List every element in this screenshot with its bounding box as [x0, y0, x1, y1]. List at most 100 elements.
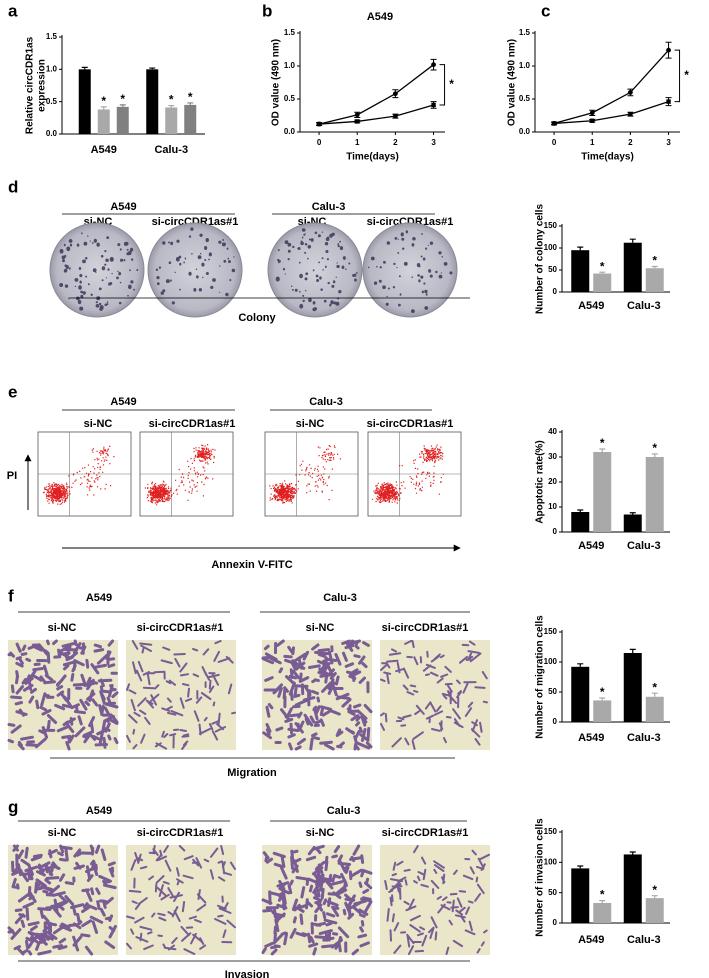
- stained-cells: [126, 845, 236, 955]
- y-tick-label: 0.5: [284, 94, 296, 103]
- y-tick-label: 0: [553, 918, 558, 927]
- x-tick-label: 0: [552, 138, 557, 147]
- x-tick-label: 1: [590, 138, 595, 147]
- significance-label: *: [188, 90, 193, 104]
- error-bar: [149, 67, 156, 70]
- error-bar: [119, 104, 126, 107]
- group-label: A549: [86, 592, 112, 604]
- bar: [593, 452, 612, 532]
- y-tick-label: 0.0: [519, 127, 531, 136]
- y-tick-label: 10: [548, 502, 557, 511]
- x-tick-label: 2: [628, 138, 633, 147]
- microscopy-image: [380, 640, 490, 750]
- condition-label: si-NC: [48, 622, 77, 634]
- y-tick-label: 0: [553, 287, 558, 296]
- point: [393, 113, 398, 119]
- x-tick-label: Calu-3: [154, 144, 188, 156]
- x-tick-label: A549: [578, 540, 604, 552]
- panel-letter: e: [8, 382, 17, 401]
- bar: [623, 514, 642, 532]
- point: [354, 112, 360, 118]
- group-label: A549: [86, 805, 112, 817]
- y-tick-label: 1.0: [519, 61, 531, 70]
- significance-label: *: [600, 685, 605, 699]
- condition-label: si-NC: [306, 827, 335, 839]
- error-bar: [651, 265, 658, 269]
- significance-bracket: [674, 49, 681, 103]
- y-tick-label: 1.5: [519, 28, 531, 37]
- y-tick-label: 0.0: [284, 127, 296, 136]
- error-bar: [577, 509, 584, 512]
- significance-label: *: [600, 259, 605, 273]
- error-bar: [168, 104, 175, 108]
- y-axis-label: Number of invasion cells: [535, 818, 546, 937]
- error-bar: [100, 106, 107, 110]
- x-tick-label: Calu-3: [627, 300, 661, 312]
- y-axis-label: OD value (490 nm): [271, 39, 282, 126]
- panel-letter: b: [262, 1, 272, 20]
- error-bar: [599, 697, 606, 701]
- group-label: Calu-3: [323, 592, 357, 604]
- y-axis-label: Apoptotic rate(%): [535, 440, 546, 523]
- y-tick-label: 0: [553, 717, 558, 726]
- condition-label: si-NC: [306, 622, 335, 634]
- group-label: Calu-3: [309, 396, 343, 408]
- error-bar: [599, 271, 606, 274]
- condition-label: si-circCDR1as#1: [367, 418, 454, 430]
- bar: [645, 268, 664, 292]
- y-tick-label: 40: [548, 427, 557, 436]
- x-tick-label: Calu-3: [627, 934, 661, 946]
- bar: [645, 898, 664, 923]
- y-axis-label: expression: [37, 59, 48, 112]
- error-bar: [599, 899, 606, 903]
- bar: [184, 104, 197, 134]
- y-tick-label: 50: [548, 265, 557, 274]
- y-tick-label: 0: [553, 527, 558, 536]
- bar: [571, 666, 590, 722]
- significance-label: *: [169, 93, 174, 107]
- point: [392, 91, 398, 97]
- error-bar: [629, 512, 636, 515]
- y-tick-label: 0.0: [46, 129, 58, 138]
- significance-label: *: [652, 441, 657, 455]
- condition-label: si-circCDR1as#1: [382, 827, 469, 839]
- significance-label: *: [652, 680, 657, 694]
- error-bar: [81, 66, 88, 70]
- caption: Migration: [227, 767, 277, 779]
- flow-events: [144, 444, 216, 506]
- y-tick-label: 150: [544, 827, 558, 836]
- caption: Colony: [238, 312, 276, 324]
- significance-label: *: [652, 254, 657, 268]
- condition-label: si-NC: [84, 418, 113, 430]
- y-tick-label: 20: [548, 477, 557, 486]
- flow-y-label: PI: [7, 470, 17, 482]
- y-tick-label: 100: [544, 857, 558, 866]
- error-bar: [577, 865, 584, 869]
- condition-label: si-circCDR1as#1: [137, 622, 224, 634]
- error-bar: [651, 895, 658, 899]
- chart-title: A549: [367, 11, 393, 23]
- caption: Invasion: [225, 969, 270, 978]
- error-bar: [599, 448, 606, 452]
- x-tick-label: 0: [317, 138, 322, 147]
- flow-x-label: Annexin V-FITC: [211, 559, 292, 571]
- y-tick-label: 100: [544, 243, 558, 252]
- group-label: Calu-3: [312, 201, 346, 213]
- bar: [571, 868, 590, 923]
- point: [431, 102, 436, 108]
- y-tick-label: 50: [548, 888, 557, 897]
- bar: [623, 653, 642, 722]
- condition-label: si-circCDR1as#1: [367, 216, 454, 228]
- stained-cells: [7, 639, 119, 751]
- flow-events: [371, 444, 444, 504]
- x-tick-label: 1: [355, 138, 360, 147]
- bar: [165, 107, 178, 134]
- bar: [97, 109, 110, 134]
- x-tick-label: A549: [578, 300, 604, 312]
- error-bar: [577, 663, 584, 667]
- x-tick-label: 2: [393, 138, 398, 147]
- y-tick-label: 1.5: [46, 32, 58, 41]
- series-line: [553, 49, 670, 125]
